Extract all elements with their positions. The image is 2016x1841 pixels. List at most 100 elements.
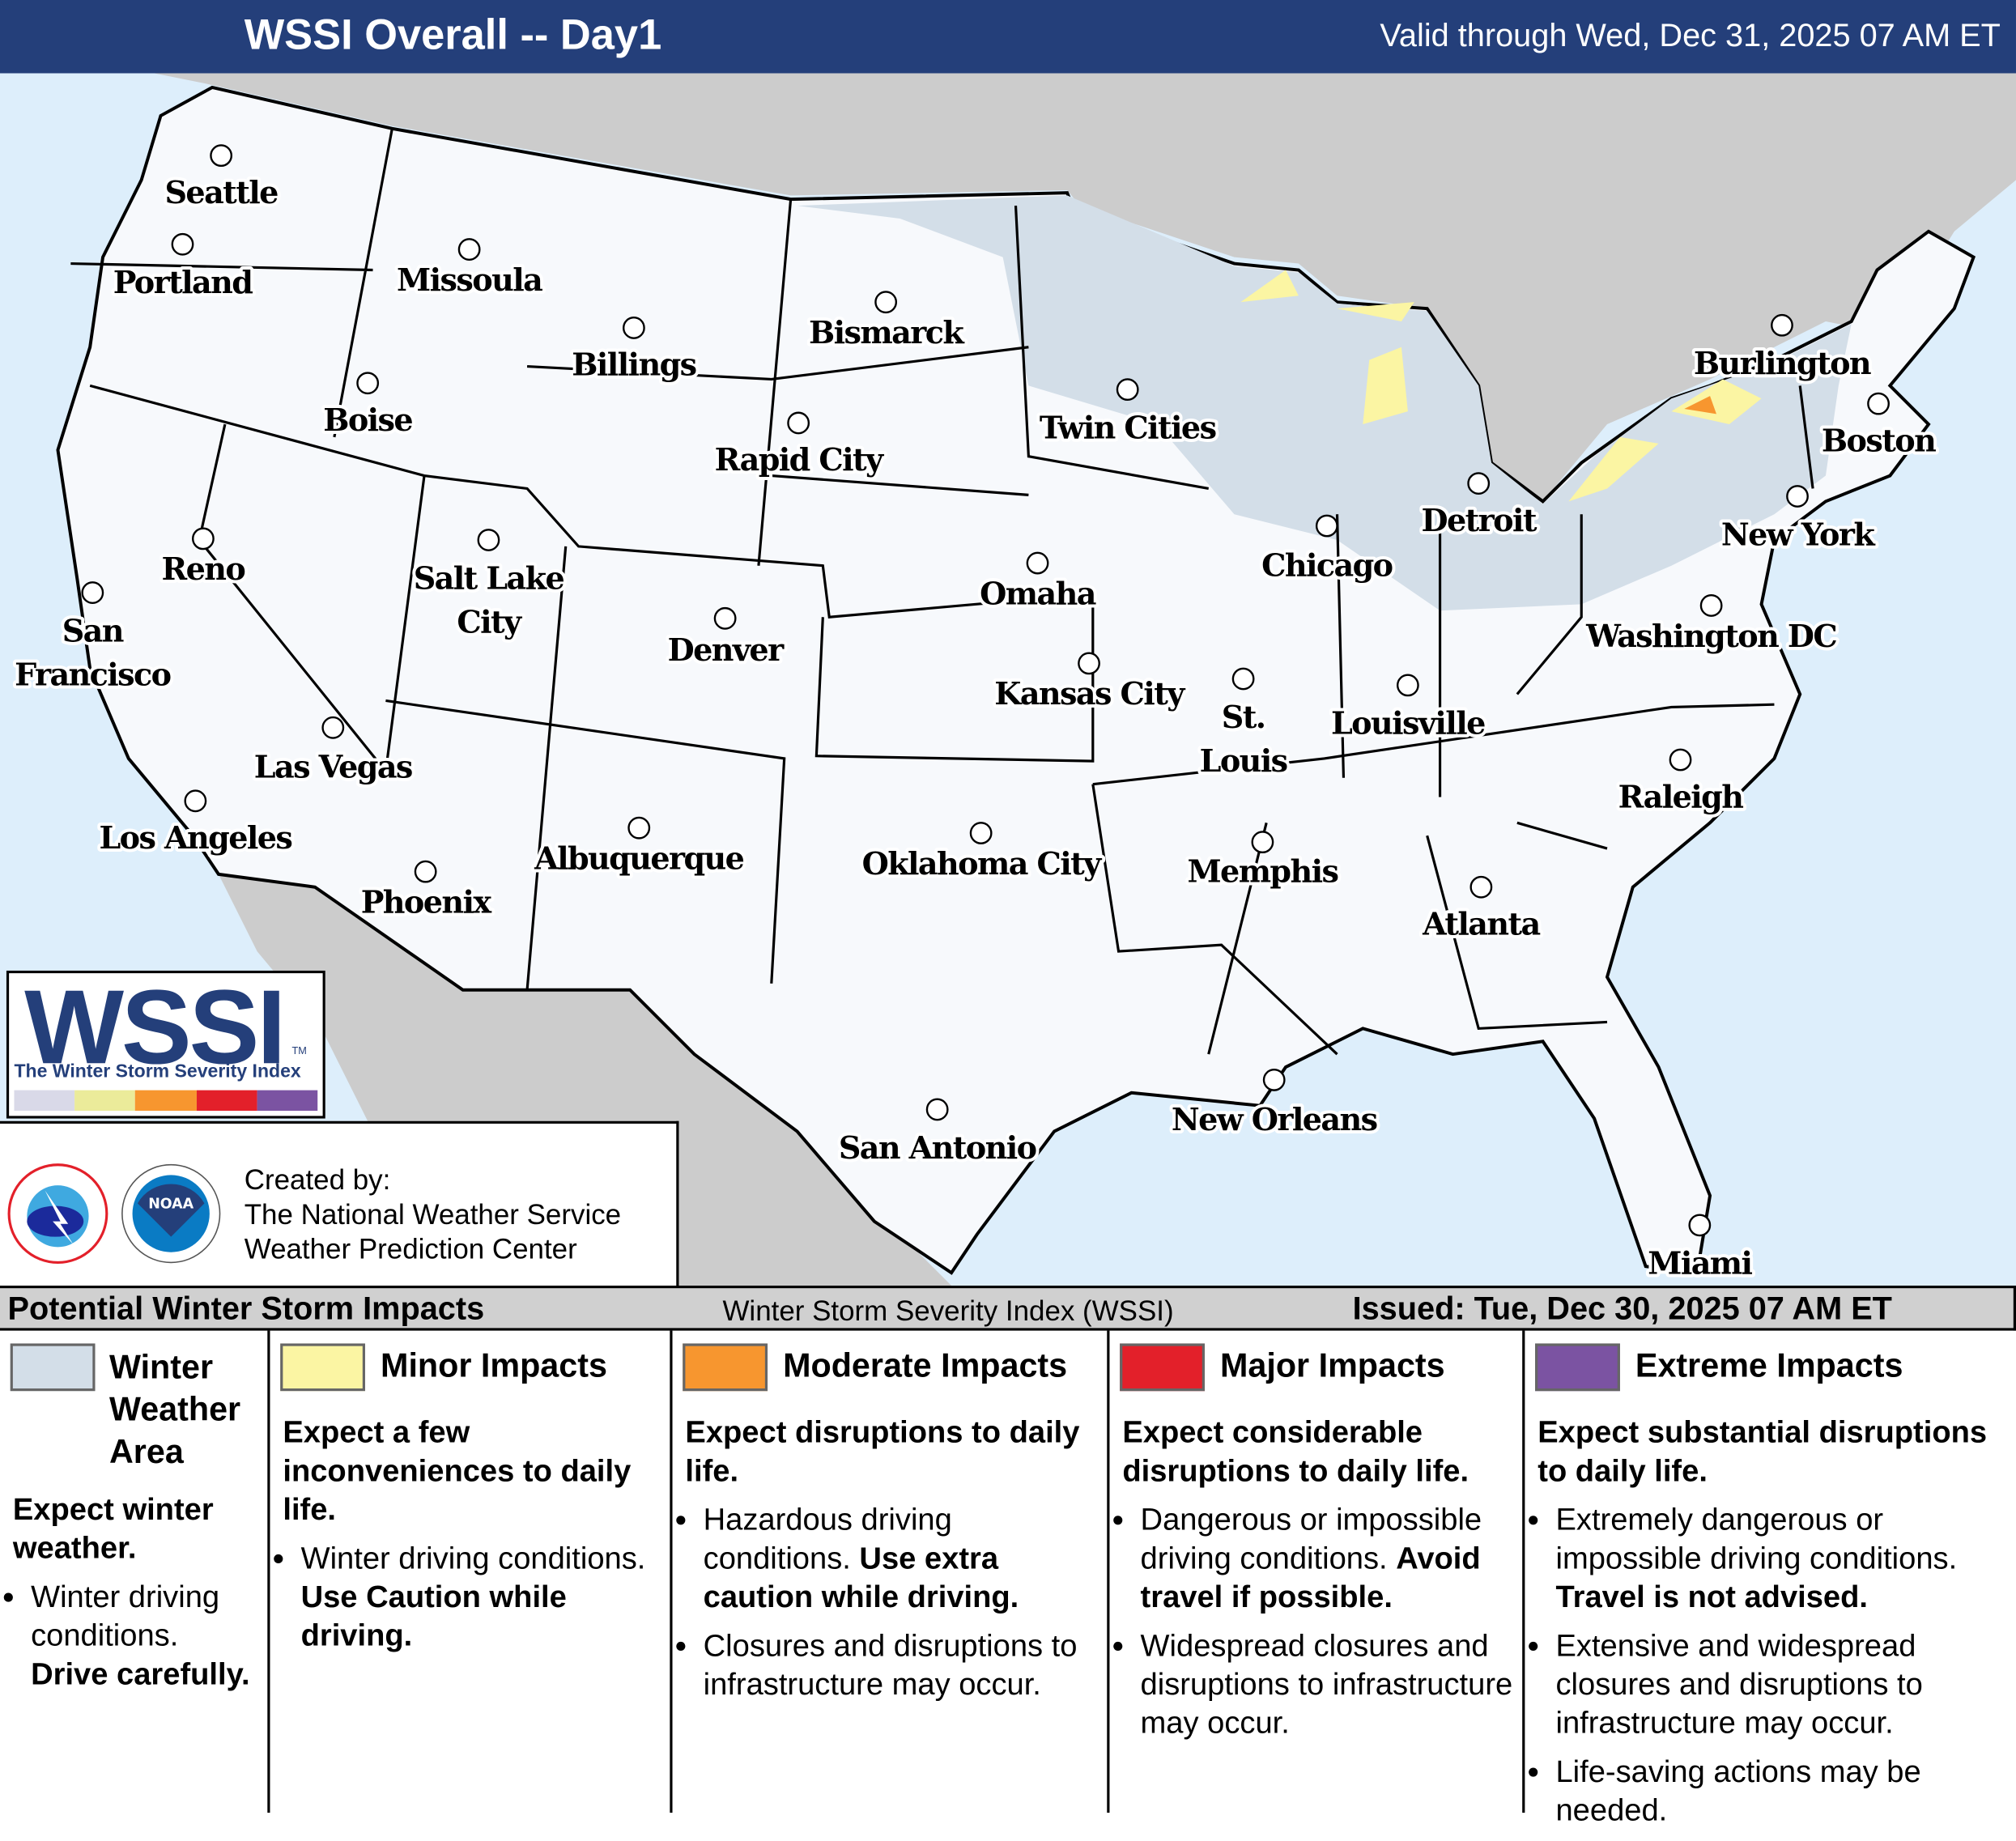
city-san-antonio: San Antonio: [836, 1098, 1040, 1169]
city-san-francisco: San Francisco: [11, 581, 175, 695]
city-marker-icon: [925, 1098, 949, 1121]
city-label: Francisco: [15, 656, 171, 692]
city-label: Billings: [572, 347, 695, 383]
city-marker-icon: [787, 411, 810, 435]
legend-swatch: [1535, 1343, 1620, 1392]
city-label: San: [62, 612, 124, 648]
city-marker-icon: [184, 789, 207, 813]
city-label: San Antonio: [839, 1129, 1036, 1166]
city-boston: Boston: [1818, 392, 1941, 461]
city-marker-icon: [1116, 378, 1139, 402]
city-label: New Orleans: [1172, 1101, 1377, 1137]
city-marker-icon: [1688, 1214, 1712, 1237]
city-memphis: Memphis: [1184, 831, 1342, 892]
legend-column-major: Major Impacts Expect considerable disrupt…: [1107, 1330, 1525, 1813]
legend-swatch: [280, 1343, 365, 1392]
minor-impact-area: [1240, 270, 1762, 502]
city-denver: Denver: [665, 606, 789, 671]
city-marker-icon: [627, 816, 651, 840]
city-bismarck: Bismarck: [806, 291, 970, 354]
credit-box: NOAA Created by: The National Weather Se…: [0, 1120, 679, 1289]
legend-bullet: Winter driving conditions. Drive careful…: [31, 1579, 263, 1694]
city-new-york: New York: [1718, 485, 1881, 555]
legend-title: Winter Weather Area: [108, 1347, 241, 1471]
city-label: Seattle: [164, 174, 278, 210]
city-label: Washington DC: [1585, 618, 1836, 654]
city-salt-lake-city: Salt Lake City: [410, 529, 568, 643]
legend-description: Expect considerable disruptions to daily…: [1122, 1415, 1469, 1489]
city-label: Rapid City: [715, 441, 885, 478]
city-label: Raleigh: [1618, 778, 1744, 814]
city-label: Burlington: [1694, 345, 1871, 381]
city-missoula: Missoula: [393, 238, 547, 301]
legend-bullet: Winter driving conditions. Use Caution w…: [301, 1540, 670, 1656]
city-burlington: Burlington: [1691, 313, 1875, 385]
city-marker-icon: [713, 606, 737, 630]
city-marker-icon: [321, 716, 345, 739]
city-label: Albuquerque: [534, 840, 744, 876]
city-label: Omaha: [980, 575, 1096, 611]
legend-columns: Winter Weather Area Expect winter weather…: [0, 1330, 2016, 1828]
city-marker-icon: [1786, 485, 1809, 508]
title-bar: WSSI Overall -- Day1 Valid through Wed, …: [0, 0, 2016, 74]
legend-description: Expect a few inconveniences to daily lif…: [283, 1415, 632, 1528]
city-marker-icon: [1699, 594, 1723, 617]
city-marker-icon: [969, 822, 993, 844]
legend-title: Moderate Impacts: [783, 1346, 1068, 1385]
city-billings: Billings: [568, 317, 700, 386]
legend-swatch: [1120, 1343, 1205, 1392]
city-marker-icon: [1026, 551, 1049, 575]
city-label: City: [457, 603, 523, 640]
city-boise: Boise: [320, 372, 417, 441]
legend-swatch: [683, 1343, 768, 1392]
city-label: Phoenix: [361, 883, 492, 920]
valid-time: Valid through Wed, Dec 31, 2025 07 AM ET: [1380, 18, 2001, 54]
legend-bullet: Extensive and widespread closures and di…: [1555, 1627, 2016, 1743]
city-label: Las Vegas: [254, 749, 412, 785]
svg-text:NOAA: NOAA: [148, 1197, 194, 1213]
city-marker-icon: [477, 529, 500, 551]
legend-bullet: Extremely dangerous or impossible drivin…: [1555, 1502, 2016, 1618]
city-seattle: Seattle: [162, 144, 283, 214]
city-label: Twin Cities: [1040, 410, 1216, 446]
city-label: Boise: [323, 402, 412, 438]
city-rapid-city: Rapid City: [712, 411, 890, 481]
city-marker-icon: [1469, 875, 1493, 899]
index-name: Winter Storm Severity Index (WSSI): [722, 1295, 1174, 1327]
city-label: Los Angeles: [99, 819, 291, 856]
city-label: Memphis: [1187, 852, 1338, 889]
city-omaha: Omaha: [976, 551, 1100, 614]
city-label: Kansas City: [994, 675, 1186, 712]
city-marker-icon: [1669, 748, 1692, 772]
wssi-subtitle: The Winter Storm Severity Index: [14, 1061, 301, 1083]
city-marker-icon: [1396, 674, 1419, 697]
legend-title: Major Impacts: [1220, 1346, 1445, 1385]
legend-bullet: Closures and disruptions to infrastructu…: [704, 1627, 1108, 1704]
wssi-logo: WSSI TM The Winter Storm Severity Index: [6, 969, 325, 1119]
city-label: Portland: [113, 264, 253, 300]
legend-description: Expect winter weather.: [12, 1492, 214, 1567]
city-marker-icon: [1231, 667, 1255, 691]
city-marker-icon: [1867, 392, 1890, 415]
legend-column-minor: Minor Impacts Expect a few inconveniences…: [267, 1330, 672, 1813]
legend-column-moderate: Moderate Impacts Expect disruptions to da…: [670, 1330, 1109, 1813]
noaa-logo-icon: NOAA: [121, 1163, 221, 1264]
city-marker-icon: [414, 860, 437, 883]
city-chicago: Chicago: [1258, 514, 1397, 586]
city-raleigh: Raleigh: [1615, 748, 1748, 818]
city-reno: Reno: [159, 527, 249, 590]
state-borders: [70, 128, 1814, 1056]
city-marker-icon: [457, 238, 481, 261]
city-label: St.: [1222, 699, 1265, 735]
legend-column-winter-weather-area: Winter Weather Area Expect winter weather…: [0, 1331, 266, 1813]
city-label: Louisville: [1331, 705, 1485, 742]
trademark: TM: [291, 1045, 307, 1057]
us-land: [56, 85, 1976, 1275]
city-kansas-city: Kansas City: [991, 652, 1191, 715]
city-marker-icon: [622, 317, 645, 339]
canada-land: [154, 73, 2016, 502]
city-detroit: Detroit: [1418, 472, 1542, 542]
city-marker-icon: [192, 527, 215, 551]
legend-bullet: Life-saving actions may be needed.: [1555, 1754, 2016, 1830]
